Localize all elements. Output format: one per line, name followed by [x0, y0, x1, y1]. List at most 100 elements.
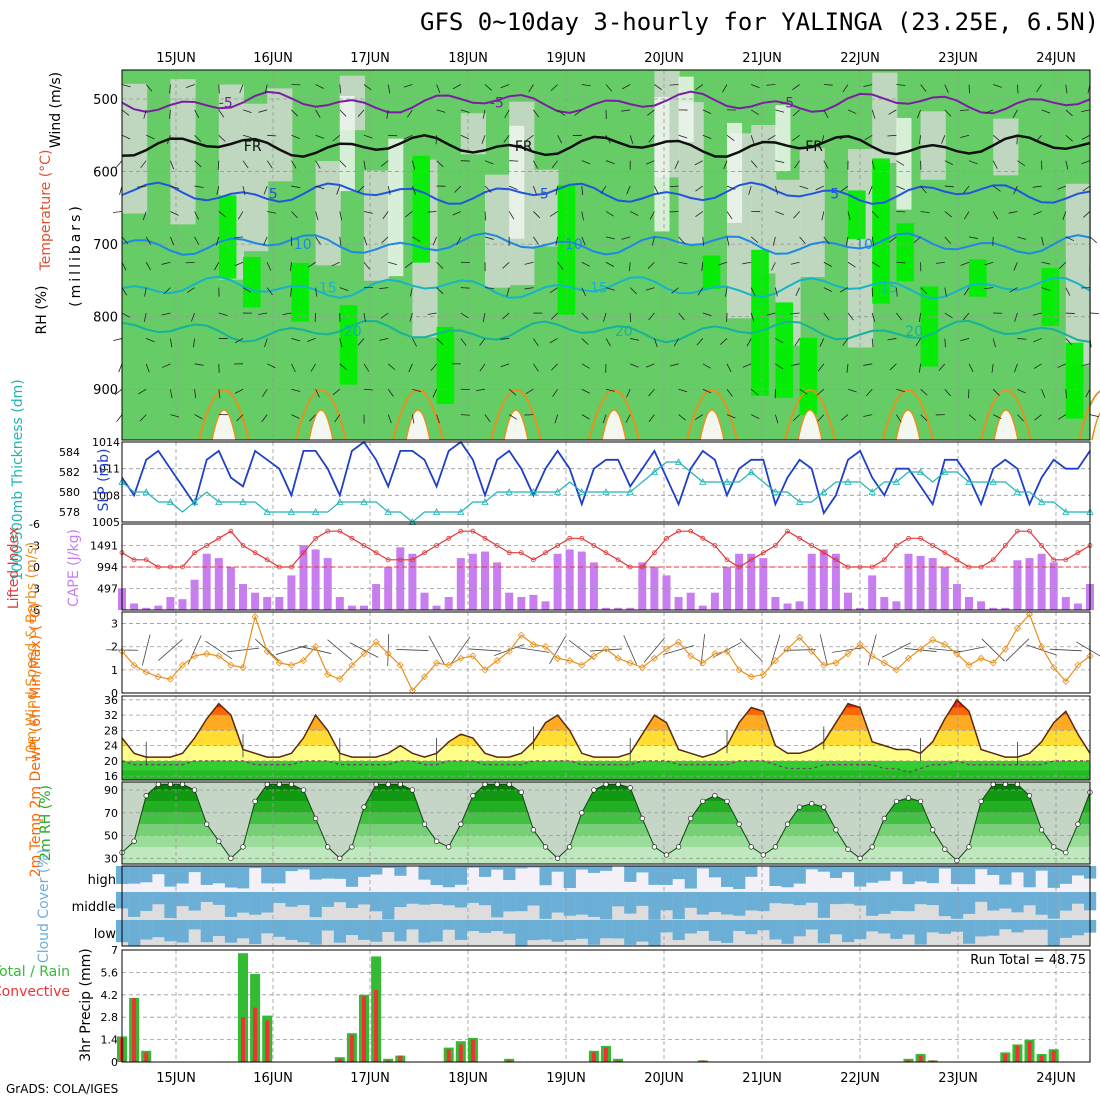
cloud-cell-middle — [345, 892, 359, 908]
wind-barb — [920, 211, 930, 214]
wind10-point — [457, 654, 465, 662]
wind10-barb — [623, 635, 638, 665]
wind10-point — [517, 631, 525, 639]
cape-y-tick-label: 1491 — [90, 540, 118, 553]
wind-barb — [387, 363, 396, 371]
rh2m-point — [724, 798, 730, 805]
wind-barb — [146, 338, 155, 343]
wind10-point — [977, 654, 985, 662]
rh-dry-cell — [364, 170, 390, 281]
cloud-cell-low — [152, 920, 165, 938]
wind-barb — [1041, 109, 1051, 114]
wind-barb — [555, 186, 558, 195]
wind-barb — [339, 109, 347, 117]
cape-bar — [529, 594, 538, 610]
cloud-cell-middle — [781, 892, 794, 904]
cloud-cell-middle — [708, 892, 722, 912]
cloud-cell-low — [721, 920, 734, 943]
upper-frame — [121, 69, 1091, 441]
wind10-point — [892, 666, 900, 674]
cloud-cell-high — [237, 866, 250, 889]
thickness-marker — [674, 458, 683, 465]
cloud-cell-low — [1023, 920, 1036, 930]
isotherm-label: 5 — [540, 186, 549, 202]
wind-barb — [605, 135, 611, 144]
cape-ylabel: CAPE (J/kg) — [66, 529, 82, 607]
wind-barb — [1041, 389, 1046, 398]
cloud-cell-middle — [938, 892, 951, 917]
wind-barb — [581, 312, 589, 320]
cape-frame — [121, 523, 1091, 611]
wind-barb — [315, 109, 321, 118]
wind-barb — [121, 262, 127, 271]
wind-barb — [628, 262, 631, 272]
wind-barb — [406, 109, 413, 118]
rh2m-point — [1038, 827, 1045, 833]
wind-barb — [363, 363, 370, 372]
cape-bar — [904, 553, 913, 610]
rh2m-point — [591, 787, 597, 793]
cloud-cell-low — [527, 920, 540, 941]
thickness-marker — [239, 498, 247, 505]
wind-barb — [723, 160, 728, 170]
wind-barb — [357, 338, 365, 346]
rh-very-dry-cell — [654, 97, 670, 232]
cloud-cell-middle — [721, 892, 734, 915]
x-bottom-tick-label: 22JUN — [840, 1071, 880, 1086]
cloud-cell-high — [890, 866, 903, 872]
lifted-index-point — [857, 564, 863, 570]
cloud-cell-middle — [1011, 892, 1024, 913]
cape-bar — [819, 549, 828, 610]
rh2m-point — [845, 846, 851, 852]
rh2m-point — [966, 844, 972, 850]
wind-barb — [992, 388, 1000, 396]
thickness-line — [121, 461, 1090, 523]
wind10-barb — [819, 634, 828, 666]
cloud-cell-middle — [914, 892, 927, 905]
wind-barb — [963, 185, 970, 194]
wind-barb — [382, 211, 389, 219]
cape-bar — [178, 599, 187, 610]
wind10-point — [541, 643, 550, 651]
x-bottom-tick-label: 21JUN — [742, 1071, 782, 1086]
thickness-marker — [916, 468, 925, 475]
wind-barb — [412, 160, 416, 170]
wind-barb — [170, 338, 173, 348]
wind-barb — [790, 363, 800, 367]
cloud-cell-high — [394, 866, 407, 876]
rh2m-point — [603, 781, 609, 787]
wind-barb — [267, 211, 277, 214]
wind-barb — [751, 84, 760, 89]
thickness-marker — [215, 498, 223, 505]
lifted-index-point — [760, 550, 766, 556]
rh2m-point — [216, 838, 222, 844]
wind-barb — [363, 236, 368, 246]
rh2m-band — [122, 801, 1090, 813]
wind-barb — [163, 287, 171, 295]
upper-ylabel-rh: RH (%) — [34, 286, 50, 335]
cloud-row-label-middle: middle — [72, 900, 116, 915]
wind10-point — [505, 647, 513, 655]
cloud-cell-high — [769, 866, 782, 887]
lifted-index-point — [131, 557, 137, 563]
wind-barb — [654, 84, 663, 90]
rh-moist-cell — [243, 256, 261, 308]
wind10-point — [469, 652, 477, 660]
cloud-cell-middle — [249, 892, 262, 915]
wind-barb — [307, 261, 316, 268]
wind-barb — [574, 109, 583, 116]
temp-y-tick-label: 28 — [104, 724, 118, 737]
wind10-point — [929, 636, 937, 644]
isotherm-label: 10 — [294, 237, 312, 253]
isotherm-10 — [121, 232, 1091, 256]
surface-contour-inner — [797, 409, 823, 441]
wind-barb — [648, 414, 655, 423]
surface-contour — [198, 389, 250, 441]
precip-convective-bar — [374, 990, 379, 1062]
wind-barb — [508, 388, 517, 396]
wind-barb — [654, 338, 658, 348]
wind-barb — [315, 84, 324, 89]
lifted-index-point — [712, 543, 718, 548]
wind-barb — [871, 211, 879, 219]
wind-barb — [790, 261, 800, 265]
